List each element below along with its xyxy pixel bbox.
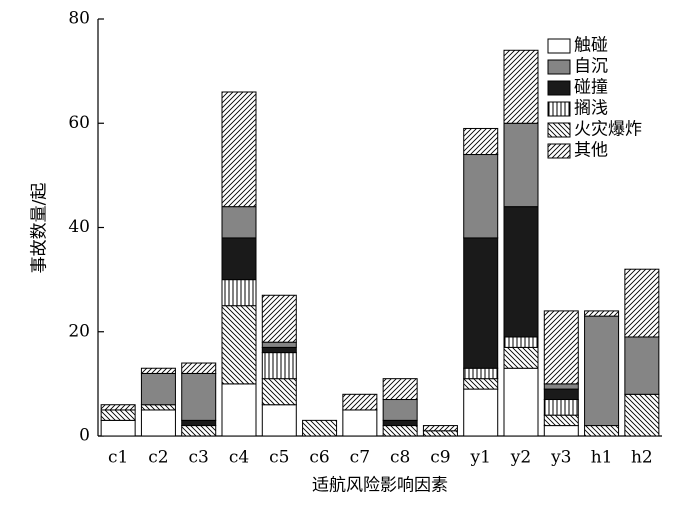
bar-segment — [221, 383, 257, 437]
bar-segment — [382, 419, 418, 427]
legend-label: 搁浅 — [574, 99, 608, 119]
legend-label: 触碰 — [574, 36, 608, 56]
x-tick-label: c4 — [229, 448, 249, 468]
x-tick-label: c2 — [148, 448, 168, 468]
y-tick-label: 80 — [68, 9, 90, 29]
bar-segment — [261, 341, 297, 348]
bar-segment — [543, 388, 579, 401]
bar-segment — [463, 237, 499, 369]
bar-segment — [543, 399, 579, 416]
x-tick-label: y2 — [510, 448, 531, 468]
y-tick-label: 0 — [79, 426, 90, 446]
bar-segment — [342, 393, 378, 411]
x-tick-label: c6 — [309, 448, 329, 468]
x-tick-label: c9 — [430, 448, 450, 468]
bar-segment — [100, 409, 136, 421]
bar-segment — [503, 206, 539, 338]
bar-segment — [382, 378, 418, 401]
legend-swatch — [547, 59, 571, 75]
bar-segment — [543, 383, 579, 390]
x-tick-label: c3 — [189, 448, 209, 468]
legend-label: 火灾爆炸 — [574, 120, 642, 140]
y-tick-label: 60 — [68, 113, 90, 133]
legend-swatch — [547, 143, 571, 159]
bar-segment — [584, 425, 620, 437]
bar-segment — [181, 372, 217, 421]
bar-segment — [463, 388, 499, 437]
bar-segment — [181, 419, 217, 427]
legend-swatch — [547, 80, 571, 96]
bar-segment — [422, 425, 458, 432]
bar-segment — [181, 425, 217, 437]
bar-segment — [463, 378, 499, 390]
bar-segment — [543, 425, 579, 437]
bar-segment — [543, 414, 579, 427]
bar-segment — [382, 425, 418, 437]
bar-segment — [100, 404, 136, 411]
bar-segment — [503, 346, 539, 369]
legend-label: 碰撞 — [574, 78, 608, 98]
bar-segment — [503, 122, 539, 208]
x-tick-label: y1 — [470, 448, 491, 468]
bar-segment — [422, 430, 458, 437]
bar-segment — [100, 419, 136, 437]
x-tick-label: h2 — [631, 448, 653, 468]
bar-segment — [463, 367, 499, 380]
bar-segment — [221, 237, 257, 281]
bar-segment — [140, 367, 176, 374]
legend-swatch — [547, 38, 571, 54]
bar-segment — [181, 362, 217, 374]
bar-segment — [543, 310, 579, 385]
bar-segment — [503, 336, 539, 348]
bar-segment — [624, 336, 660, 395]
bar-segment — [342, 409, 378, 437]
x-tick-label: y3 — [550, 448, 571, 468]
legend-label: 其他 — [574, 141, 608, 161]
x-tick-label: h1 — [591, 448, 613, 468]
bar-segment — [624, 393, 660, 437]
x-axis-label: 适航风险影响因素 — [312, 476, 448, 496]
bar-segment — [140, 372, 176, 406]
y-axis-label: 事故数量/起 — [30, 183, 50, 274]
bar-segment — [261, 294, 297, 343]
bar-segment — [221, 305, 257, 385]
x-tick-label: c1 — [108, 448, 128, 468]
x-tick-label: c5 — [269, 448, 289, 468]
y-tick-label: 40 — [68, 217, 90, 237]
bar-segment — [624, 268, 660, 338]
bar-segment — [382, 399, 418, 421]
bar-segment — [261, 346, 297, 354]
x-tick-label: c7 — [350, 448, 370, 468]
bar-segment — [221, 279, 257, 307]
bar-segment — [584, 310, 620, 317]
bar-segment — [140, 404, 176, 411]
bar-segment — [584, 315, 620, 427]
bar-segment — [503, 367, 539, 437]
legend-label: 自沉 — [574, 57, 608, 77]
bar-segment — [221, 91, 257, 208]
bar-segment — [140, 409, 176, 437]
bar-segment — [503, 49, 539, 124]
y-tick-label: 20 — [68, 321, 90, 341]
bar-segment — [261, 404, 297, 437]
bar-segment — [302, 419, 338, 437]
bar-segment — [463, 154, 499, 239]
legend-swatch — [547, 101, 571, 117]
legend-swatch — [547, 122, 571, 138]
x-tick-label: c8 — [390, 448, 410, 468]
bar-segment — [463, 127, 499, 156]
bar-segment — [221, 206, 257, 239]
bar-segment — [261, 378, 297, 406]
bar-segment — [261, 352, 297, 380]
